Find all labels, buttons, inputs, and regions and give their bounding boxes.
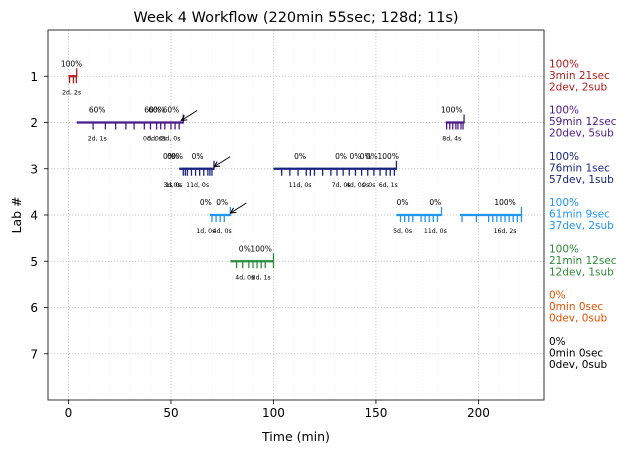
lane-summary-line: 12dev, 1sub xyxy=(549,266,614,278)
lane-annotations: 100% 2d, 2s 60% 2d, 1s 60% 0d, 0s 60% 0d, 0s 60%… xyxy=(61,59,517,281)
lane-summary-line: 61min 9sec xyxy=(549,209,610,221)
pct-label: 60% xyxy=(144,106,161,115)
x-axis-label: Time (min) xyxy=(261,429,330,444)
arrow-head xyxy=(213,161,221,168)
lane-summary-line: 0min 0sec xyxy=(549,347,603,359)
axis-ticks: 0 50 100 150 200 1 2 3 4 5 6 7 xyxy=(30,70,490,420)
lane-summary-line: 0min 0sec xyxy=(549,301,603,313)
lane-summary-line: 2dev, 2sub xyxy=(549,81,608,93)
pct-label: 60% xyxy=(148,106,165,115)
x-tick-label: 50 xyxy=(163,406,178,420)
count-label: 2d, 1s xyxy=(88,136,107,143)
pct-label: 100% xyxy=(61,59,82,68)
pct-label: 0% xyxy=(360,152,372,161)
count-label: 0s xyxy=(368,182,375,189)
pct-label: 100% xyxy=(378,152,399,161)
pct-label: 0% xyxy=(216,198,228,207)
count-label: 4d, 0s xyxy=(213,228,232,235)
count-label: 0d, 0s xyxy=(147,136,166,143)
lane-summary-line: 0dev, 0sub xyxy=(549,313,608,325)
lane-summary-line: 21min 12sec xyxy=(549,255,617,267)
lane-summary-line: 59min 12sec xyxy=(549,116,617,128)
arrow-head xyxy=(180,115,188,122)
pct-label: 0% xyxy=(429,198,441,207)
lane-summary-line: 100% xyxy=(549,243,579,255)
lane-summary-line: 57dev, 1sub xyxy=(549,174,614,186)
lane-bars xyxy=(68,68,523,269)
count-label: 0s xyxy=(362,182,369,189)
pct-label: 0% xyxy=(163,152,175,161)
count-label: 11d, 0s xyxy=(424,228,447,235)
lane-summary-line: 100% xyxy=(549,151,579,163)
pct-label: 60% xyxy=(163,106,180,115)
count-label: 2d, 2s xyxy=(62,89,81,96)
pct-label: 100% xyxy=(250,244,271,253)
x-tick-label: 100 xyxy=(262,406,285,420)
x-tick-label: 150 xyxy=(364,406,387,420)
count-label: 8d, 1s xyxy=(252,274,271,281)
y-tick-label: 2 xyxy=(30,116,38,130)
lane-summary-line: 20dev, 5sub xyxy=(549,128,614,140)
y-tick-label: 5 xyxy=(30,255,38,269)
count-label: 5d, 0s xyxy=(393,228,412,235)
lane-summary-line: 100% xyxy=(549,58,579,70)
y-tick-label: 4 xyxy=(30,209,38,223)
pct-label: 0% xyxy=(192,152,204,161)
pct-label: 100% xyxy=(441,106,462,115)
lane-summary-line: 37dev, 2sub xyxy=(549,220,614,232)
count-label: 3d, 0s xyxy=(164,182,183,189)
y-tick-label: 7 xyxy=(30,347,38,361)
count-label: 0s xyxy=(174,182,181,189)
pct-label: 0% xyxy=(397,198,409,207)
x-tick-label: 0 xyxy=(65,406,73,420)
lane-summary-line: 0% xyxy=(549,336,566,348)
pct-label: 0% xyxy=(294,152,306,161)
y-tick-label: 1 xyxy=(30,70,38,84)
pct-label: 0% xyxy=(171,152,183,161)
arrow-line xyxy=(180,110,198,121)
count-label: 8d, 4s xyxy=(442,136,461,143)
pct-label: 0% xyxy=(366,152,378,161)
pct-label: 0% xyxy=(167,152,179,161)
count-label: 0d, 0s xyxy=(143,136,162,143)
x-tick-label: 200 xyxy=(467,406,490,420)
count-label: 4d, 0s xyxy=(235,274,254,281)
lane-summary-line: 0% xyxy=(549,290,566,302)
arrow-line xyxy=(230,202,247,214)
y-tick-label: 3 xyxy=(30,162,38,176)
pct-label: 60% xyxy=(89,106,106,115)
chart-title: Week 4 Workflow (220min 55sec; 128d; 11s… xyxy=(133,10,458,26)
count-label: 7d, 0s xyxy=(332,182,351,189)
pct-label: 0% xyxy=(335,152,347,161)
pct-label: 0% xyxy=(349,152,361,161)
arrow-line xyxy=(213,156,231,168)
pct-label: 100% xyxy=(494,198,515,207)
count-label: 6d, 1s xyxy=(379,182,398,189)
lane-summary-line: 100% xyxy=(549,197,579,209)
lane-summary-line: 76min 1sec xyxy=(549,162,610,174)
y-axis-label: Lab # xyxy=(9,196,24,233)
pct-label: 0% xyxy=(200,198,212,207)
count-label: 11d, 0s xyxy=(289,182,312,189)
count-label: 3d, 0s xyxy=(161,136,180,143)
lane-summary-line: 100% xyxy=(549,105,579,117)
count-label: 4d, 0s xyxy=(346,182,365,189)
count-label: 1s xyxy=(165,182,172,189)
count-label: 11d, 0s xyxy=(186,182,209,189)
count-label: 16d, 2s xyxy=(494,228,517,235)
lane-summary-line: 0dev, 0sub xyxy=(549,359,608,371)
lane-summary-line: 3min 21sec xyxy=(549,70,610,82)
pct-label: 0% xyxy=(239,244,251,253)
count-label: 1d, 0s xyxy=(196,228,215,235)
arrow-head xyxy=(229,207,237,214)
y-tick-label: 6 xyxy=(30,301,38,315)
